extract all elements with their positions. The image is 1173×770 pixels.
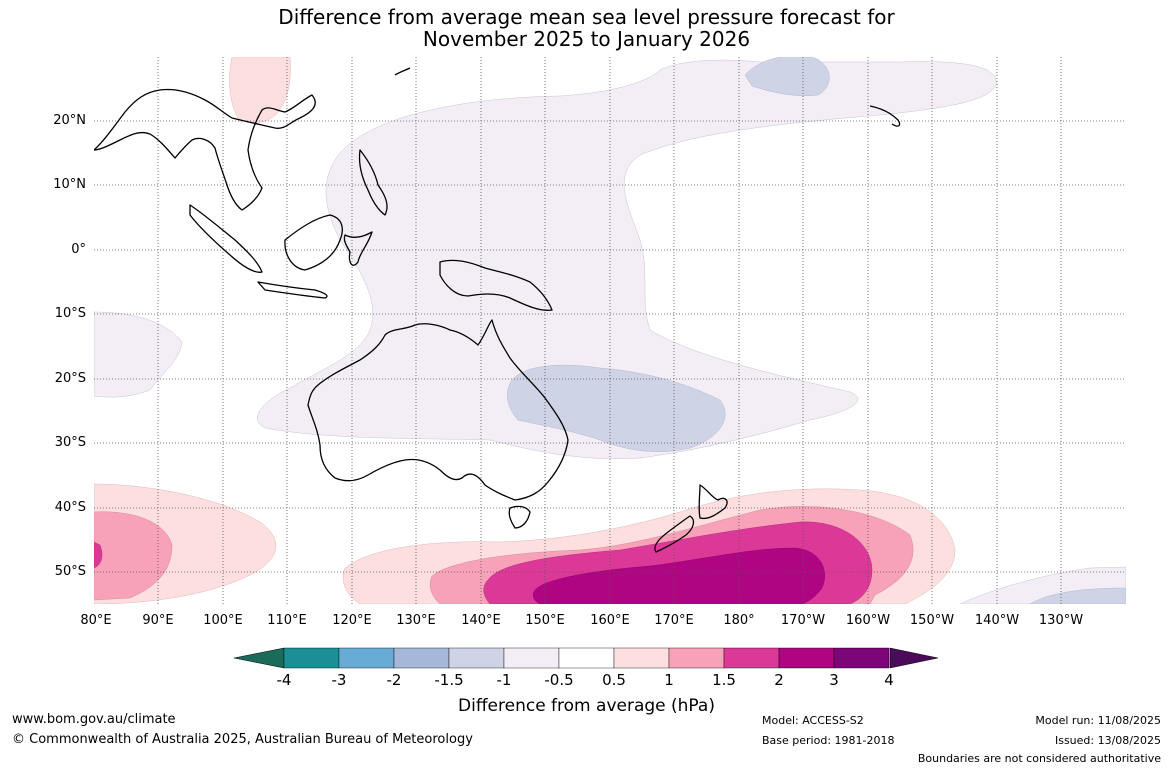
lat-label-equator: 0° xyxy=(71,242,86,257)
colorbar-bin xyxy=(723,647,780,669)
colorbar-label: 0.5 xyxy=(602,671,626,689)
colorbar-label: -3 xyxy=(331,671,347,689)
lon-label-140e: 140°E xyxy=(461,613,501,628)
colorbar-label: -1 xyxy=(496,671,512,689)
base-period: Base period: 1981-2018 xyxy=(762,734,895,747)
lon-label-170e: 170°E xyxy=(654,613,694,628)
lon-label-110e: 110°E xyxy=(267,613,307,628)
coastline-southeast-asia xyxy=(94,88,316,211)
coastline-sumatra xyxy=(189,204,263,273)
boundaries-disclaimer: Boundaries are not considered authoritat… xyxy=(917,752,1161,765)
lon-label-130e: 130°E xyxy=(396,613,436,628)
anomaly-pos-0-5-china xyxy=(229,57,291,123)
colorbar-bin xyxy=(558,647,615,669)
coastline-hawaii xyxy=(869,105,901,127)
lon-label-130w: 130°W xyxy=(1038,613,1084,628)
colorbar-label: -4 xyxy=(276,671,292,689)
colorbar-label: 1 xyxy=(664,671,674,689)
anomaly-neg-1-north-pacific xyxy=(744,57,830,97)
lat-label-50s: 50°S xyxy=(54,564,86,579)
coastline-borneo xyxy=(284,214,343,271)
lon-label-180: 180° xyxy=(723,613,755,628)
colorbar-bin xyxy=(283,647,340,669)
colorbar-label: -0.5 xyxy=(544,671,574,689)
colorbar-label: -2 xyxy=(386,671,402,689)
lon-label-150e: 150°E xyxy=(525,613,565,628)
map-title-line-2: November 2025 to January 2026 xyxy=(422,27,751,51)
lon-label-100e: 100°E xyxy=(203,613,243,628)
colorbar-label: 1.5 xyxy=(712,671,736,689)
colorbar-high-extension xyxy=(889,647,939,669)
coastlines xyxy=(94,67,901,553)
lon-label-160w: 160°W xyxy=(845,613,891,628)
website-link[interactable]: www.bom.gov.au/climate xyxy=(12,712,176,727)
lon-label-140w: 140°W xyxy=(974,613,1020,628)
coastline-java xyxy=(257,281,328,299)
anomaly-neg-0-5-west xyxy=(94,311,183,398)
lon-label-150w: 150°W xyxy=(909,613,955,628)
coastline-sulawesi xyxy=(343,231,373,266)
colorbar-bin xyxy=(833,647,890,669)
lon-label-160e: 160°E xyxy=(590,613,630,628)
lat-label-40s: 40°S xyxy=(54,500,86,515)
colorbar-bins xyxy=(283,647,890,669)
colorbar-bin xyxy=(503,647,560,669)
anomaly-neg-0-5-tropics xyxy=(257,59,997,460)
colorbar-low-extension xyxy=(233,647,285,669)
issued-date: Issued: 13/08/2025 xyxy=(1054,734,1161,747)
coastline-new-zealand-north xyxy=(698,484,728,520)
coastline-philippines xyxy=(358,149,388,216)
anomaly-pos-1-5-west xyxy=(94,541,103,569)
lon-label-170w: 170°W xyxy=(780,613,826,628)
map-area xyxy=(94,57,1126,604)
colorbar-label: 3 xyxy=(829,671,839,689)
colorbar-bin xyxy=(448,647,505,669)
anomaly-neg-1-southeast xyxy=(1029,587,1126,604)
lon-label-120e: 120°E xyxy=(332,613,372,628)
coastline-tasmania xyxy=(508,505,531,529)
lat-label-20n: 20°N xyxy=(53,113,86,128)
model-run-date: Model run: 11/08/2025 xyxy=(1035,714,1161,727)
lon-label-80e: 80°E xyxy=(80,613,112,628)
coastline-japan xyxy=(394,67,411,76)
lat-label-20s: 20°S xyxy=(54,371,86,386)
colorbar-label: 2 xyxy=(774,671,784,689)
lon-label-90e: 90°E xyxy=(142,613,174,628)
graticule xyxy=(94,57,1126,604)
map-title-line-1: Difference from average mean sea level p… xyxy=(278,5,895,29)
colorbar-bin xyxy=(613,647,670,669)
anomaly-neg-1-tasman xyxy=(507,364,726,452)
coastline-new-zealand-south xyxy=(654,515,695,553)
model-name: Model: ACCESS-S2 xyxy=(762,714,864,727)
colorbar-label: -1.5 xyxy=(434,671,464,689)
colorbar-bin xyxy=(393,647,450,669)
lat-label-30s: 30°S xyxy=(54,435,86,450)
colorbar-bin xyxy=(338,647,395,669)
lat-label-10s: 10°S xyxy=(54,306,86,321)
coastline-new-guinea xyxy=(439,259,553,311)
colorbar xyxy=(233,647,939,669)
colorbar-bin xyxy=(668,647,725,669)
anomaly-pos-1-west xyxy=(94,511,173,601)
colorbar-title: Difference from average (hPa) xyxy=(458,696,715,716)
lat-label-10n: 10°N xyxy=(53,177,86,192)
anomaly-pos-2-southern-ocean xyxy=(532,547,825,604)
colorbar-bin xyxy=(778,647,835,669)
copyright-text: © Commonwealth of Australia 2025, Austra… xyxy=(12,732,473,747)
coastline-australia xyxy=(307,319,569,501)
colorbar-label: 4 xyxy=(884,671,894,689)
